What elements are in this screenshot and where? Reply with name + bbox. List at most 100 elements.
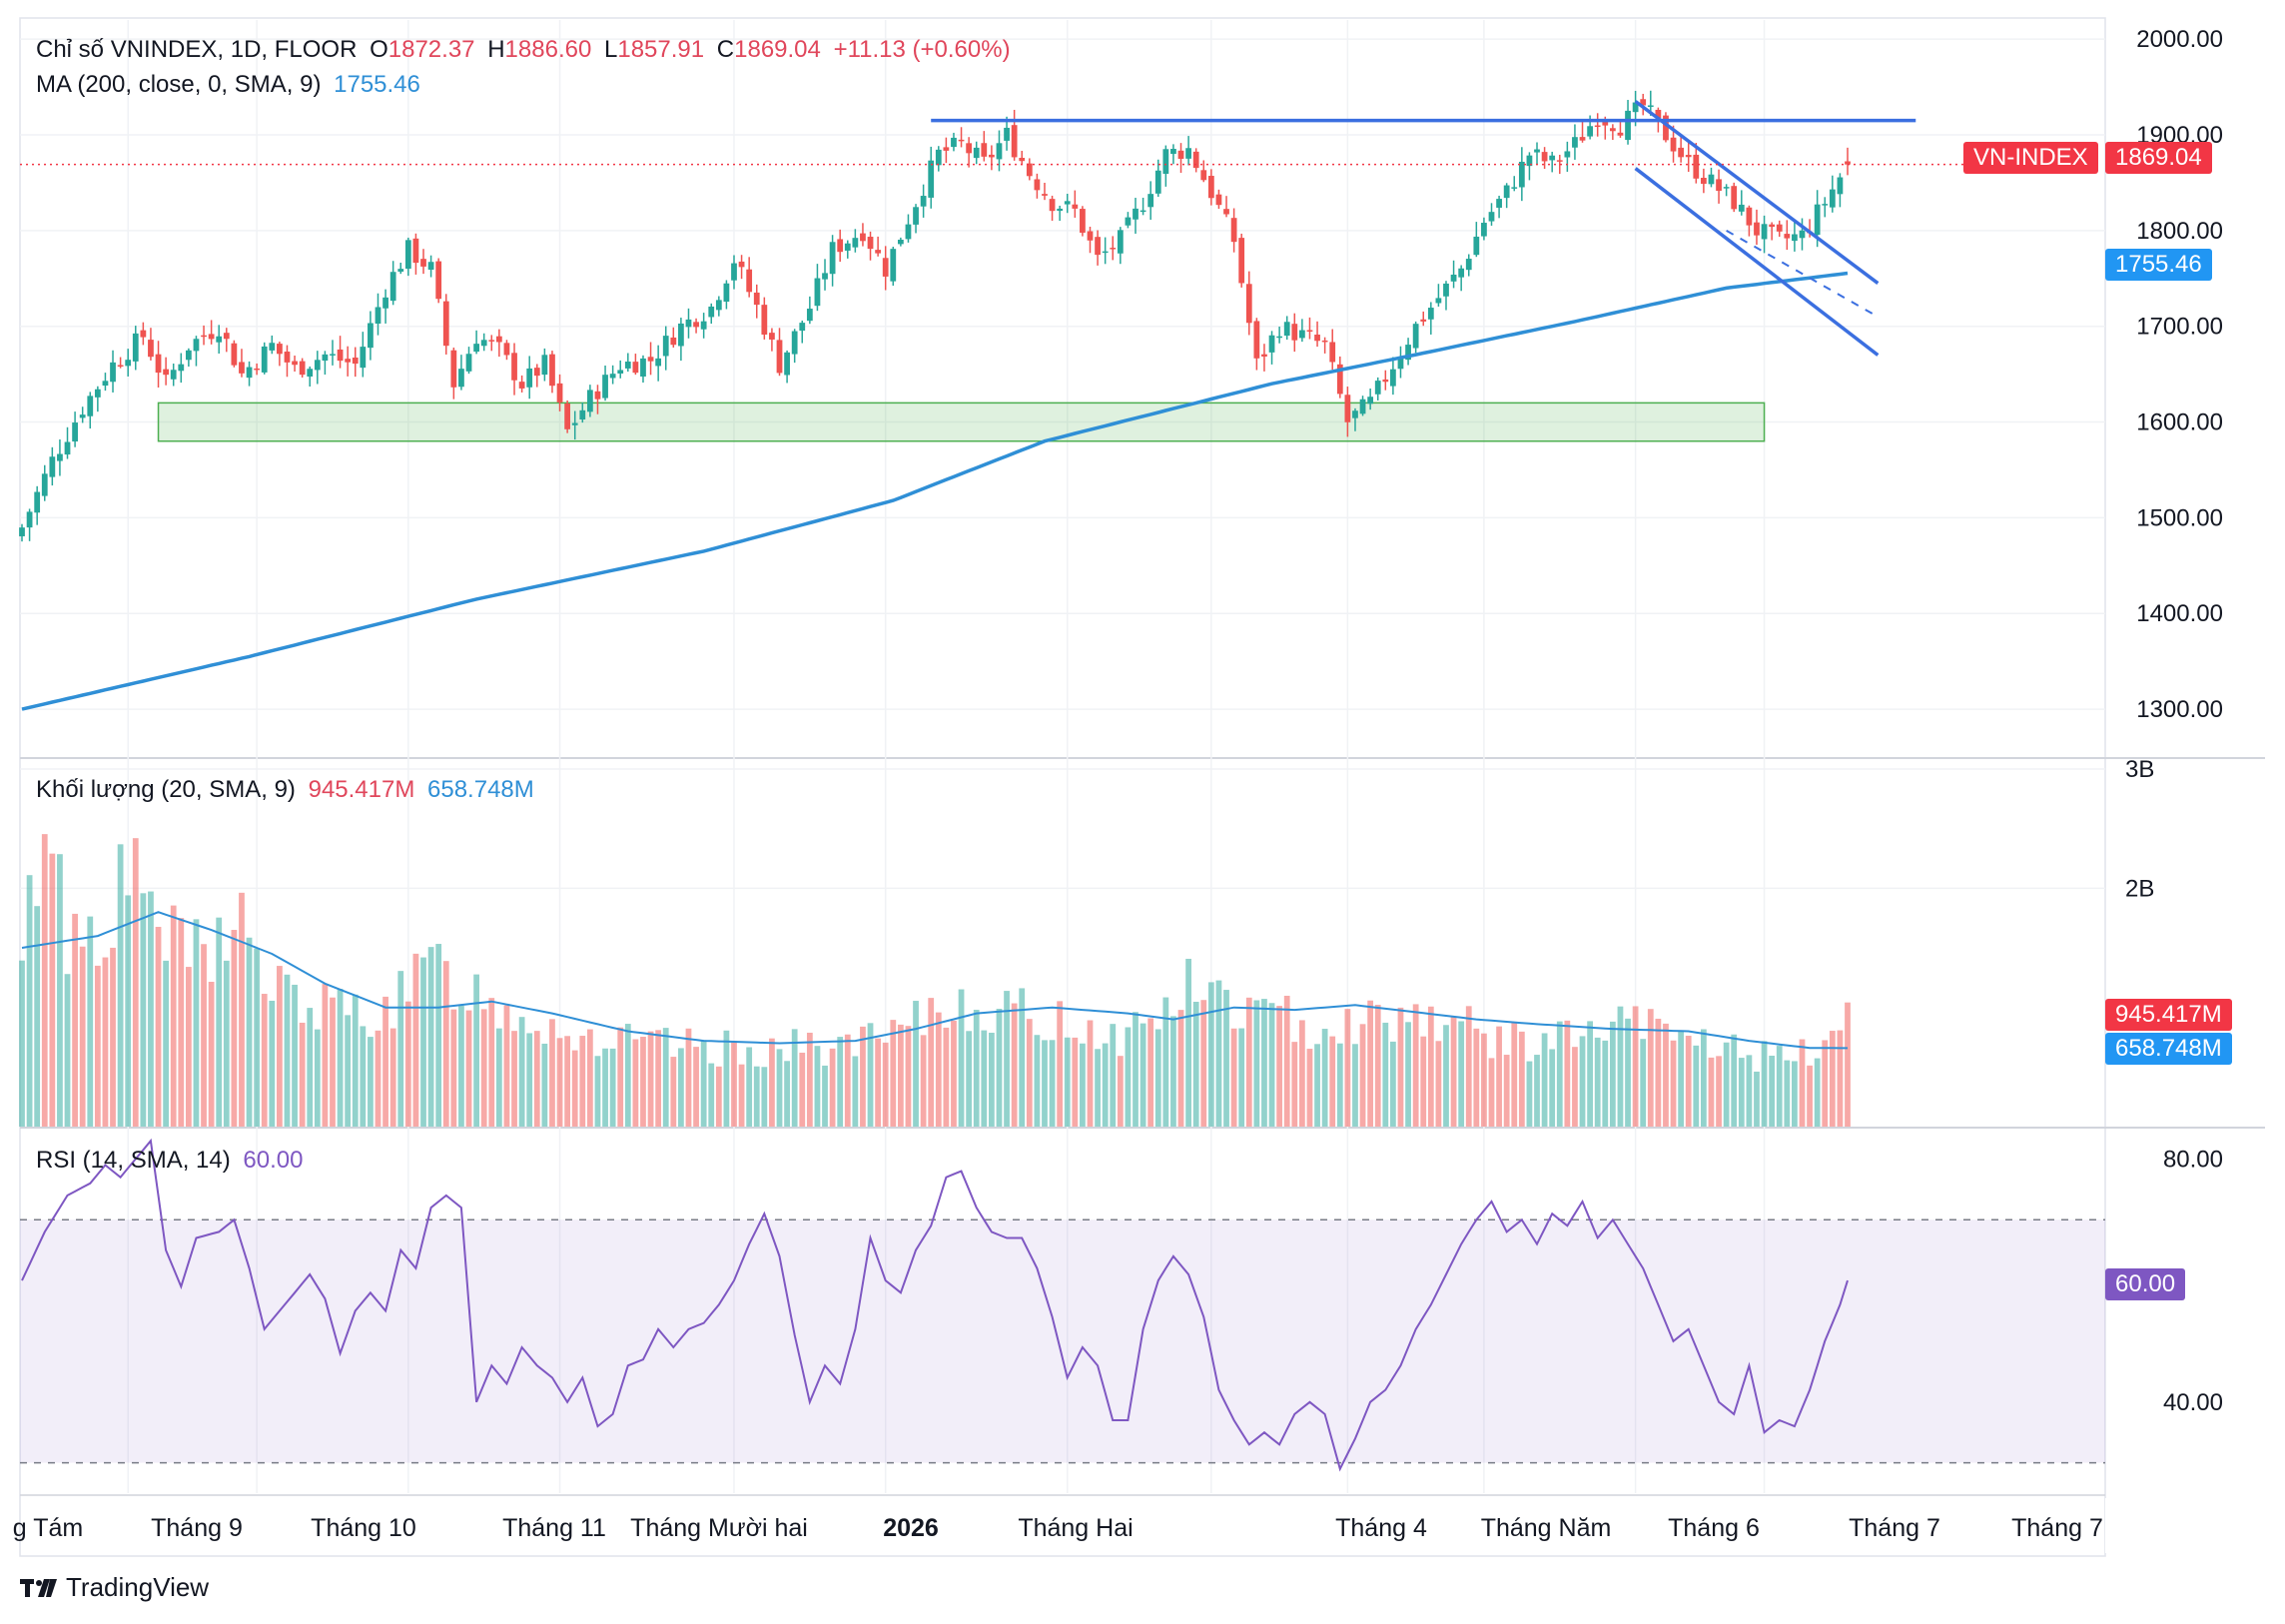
volume-bar [1564,1020,1571,1127]
volume-bar [1541,1033,1548,1127]
volume-bar [503,1005,510,1127]
volume-bar [1329,1036,1336,1127]
volume-bar [897,1024,904,1127]
candle [1549,155,1556,161]
candle [404,240,411,269]
tradingview-icon [20,1578,57,1597]
ma-legend: MA (200, close, 0, SMA, 9) 1755.46 [36,71,426,99]
volume-bar [1042,1040,1048,1127]
candle [1640,99,1647,106]
volume-bar [1011,1003,1018,1127]
candle [1268,335,1275,353]
candle [928,160,935,198]
candle [148,340,154,358]
volume-bar [57,854,63,1127]
candle [178,364,185,372]
volume-bar [1458,1021,1465,1127]
volume-sma-line [21,911,1848,1050]
volume-bar [958,989,965,1127]
candle [761,305,768,335]
candle [981,143,988,157]
high-label: H [487,36,505,63]
candle [1390,369,1396,387]
volume-bar [761,1067,768,1127]
volume-bar [753,1066,760,1127]
volume-bar [1738,1058,1745,1127]
volume-bar [72,913,78,1127]
volume-tick-label: 2B [2125,875,2154,902]
volume-bar [1526,1061,1533,1127]
volume-bar [920,1035,927,1127]
candle [958,139,965,142]
volume-bar [1754,1071,1760,1127]
candle [617,370,624,375]
volume-bar [1556,1021,1563,1127]
candle [753,292,760,306]
candle [292,361,298,366]
volume-bar [1087,1020,1094,1127]
x-tick-label: Tháng Mười hai [630,1514,808,1542]
candle [473,344,479,353]
volume-bar [223,960,230,1127]
candle [246,367,253,379]
candle [1080,209,1086,233]
candle [1147,194,1154,208]
candle [1291,324,1298,341]
volume-bar [1382,1022,1389,1127]
candle [1473,236,1480,256]
volume-bar [1534,1055,1540,1127]
volume-bar [148,891,154,1127]
rsi-label: RSI (14, SMA, 14) [36,1147,231,1174]
candle [397,269,404,272]
candle [1261,354,1267,357]
volume-bar [1147,1018,1154,1127]
candle [1503,185,1510,199]
candle [935,149,942,166]
volume-bar [1336,1043,1343,1127]
candle [1185,148,1191,159]
candle [571,422,578,425]
volume-bar [1352,1044,1358,1127]
volume-bar [1807,1065,1813,1127]
candle [322,354,329,362]
volume-bar [1723,1042,1730,1127]
volume-bar [647,1031,654,1127]
volume-bar [1177,1010,1184,1127]
y-tick-label: 1300.00 [2136,696,2223,723]
volume-bar [1708,1057,1715,1127]
candle [822,273,828,280]
candle [299,361,306,376]
time-axis-mask [2105,1498,2285,1553]
volume-bar [1716,1056,1722,1127]
volume-bar [269,1000,276,1127]
volume-bar [564,1036,571,1127]
candle [155,354,162,374]
ma-label: MA (200, close, 0, SMA, 9) [36,71,322,98]
symbol-title: Chỉ số VNINDEX, 1D, FLOOR [36,36,358,63]
channel-mid-line [1726,229,1879,318]
candle [1708,174,1715,185]
candle [1298,330,1305,339]
volume-bar [458,1006,464,1127]
candle [1481,223,1487,237]
candles [19,90,1851,542]
candle [723,283,730,303]
candle [163,369,169,376]
volume-bar [284,974,291,1127]
volume-bar [102,957,109,1127]
tradingview-logo[interactable]: TradingView [20,1572,209,1603]
volume-bar [784,1061,790,1127]
volume-bar [1390,1041,1396,1127]
y-tick-label: 2000.00 [2136,26,2223,53]
volume-bar [1185,958,1191,1127]
candle [700,321,707,330]
candle [79,414,86,418]
candle [117,365,124,368]
volume-bar [1004,991,1010,1127]
volume-bar [360,1026,367,1127]
candle [239,362,245,374]
volume-bar [935,1012,942,1127]
volume-bar [412,953,419,1127]
volume-bar [632,1039,639,1127]
